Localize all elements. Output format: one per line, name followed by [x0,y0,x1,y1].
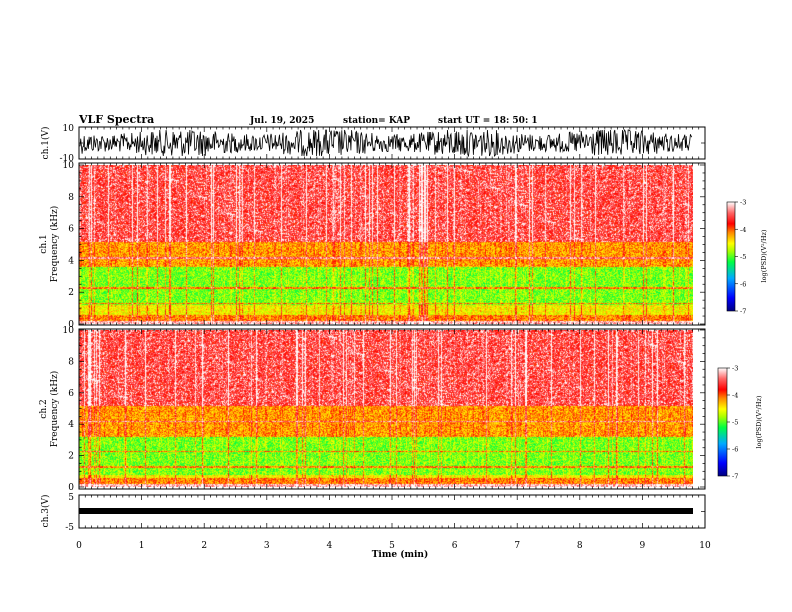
ch2-colorbar-tick-labels: -3 -4 -5 -6 -7 [727,365,738,481]
x-tick-label: 9 [640,541,646,551]
ch2-colorbar-gradient [717,367,728,477]
y-tick-label: 4 [68,420,74,430]
ch2-spectrogram-ytick-labels: 0 2 4 6 8 10 [63,326,75,493]
ch2-colorbar: -3 -4 -5 -6 -7 log(PSD)(V²/Hz) [717,365,763,481]
colorbar-tick-label: -3 [740,199,746,207]
x-tick-label: 8 [577,541,583,551]
ch1-waveform-line [79,129,693,158]
y-tick-label: 6 [68,225,74,235]
x-tick-label: 2 [201,541,207,551]
figure-title: VLF Spectra [78,113,154,126]
date-label: Jul. 19, 2025 [249,116,314,126]
ch1-colorbar-gradient [726,201,736,312]
colorbar-tick-label: -5 [732,419,738,427]
colorbar-tick-label: -7 [740,308,746,316]
y-tick-label: 8 [68,193,74,203]
colorbar-tick-label: -4 [740,226,746,234]
ch1-colorbar: -3 -4 -5 -6 -7 log(PSD)(V²/Hz) [726,199,768,316]
ch2-spectrogram-ylabel-channel: ch.2 [39,399,49,418]
ch1-waveform-ticks [78,126,706,160]
ch3-waveform-ticks [78,494,706,529]
y-tick-label: 0 [68,320,74,330]
ch1-ytick-bottom: -10 [60,154,75,164]
ch2-spectrogram-image [79,330,693,487]
ch1-waveform-panel: 10 -10 ch.1(V) [40,124,706,164]
x-tick-label: 10 [699,541,711,551]
ch2-spectrogram-panel: 0 2 4 6 8 10 ch.2 Frequency (kHz) [39,326,706,493]
x-axis-tick-labels: 0 1 2 3 4 5 6 7 8 9 10 [76,541,711,551]
ch1-spectrogram-ytick-labels: 0 2 4 6 8 10 [63,161,75,330]
colorbar-tick-label: -5 [740,253,746,261]
ch1-spectrogram-ylabel-frequency: Frequency (kHz) [49,206,60,283]
ch1-spectrogram-image [79,165,693,324]
ch1-colorbar-tick-labels: -3 -4 -5 -6 -7 [735,199,746,316]
x-tick-label: 3 [264,541,270,551]
x-axis-label: Time (min) [372,549,429,560]
ch2-spectrogram-ylabel-frequency: Frequency (kHz) [49,371,60,448]
y-tick-label: 10 [63,161,75,171]
ch1-spectrogram-ylabel-channel: ch.1 [39,234,49,253]
y-tick-label: 2 [68,452,74,462]
colorbar-tick-label: -7 [732,473,738,481]
colorbar-tick-label: -3 [732,365,738,373]
y-tick-label: 2 [68,288,74,298]
x-tick-label: 0 [76,541,82,551]
ch1-spectrogram-ticks [78,163,706,325]
ch2-colorbar-label: log(PSD)(V²/Hz) [755,395,763,448]
ch3-waveform-band [79,508,693,514]
ch1-spectrogram-panel: 0 2 4 6 8 10 ch.1 Frequency (kHz) [39,161,706,330]
ch3-ytick-top: 5 [68,493,74,503]
x-tick-label: 4 [327,541,333,551]
y-tick-label: 8 [68,357,74,367]
x-tick-label: 7 [514,541,520,551]
y-tick-label: 6 [68,389,74,399]
ch3-ytick-bottom: -5 [65,523,74,533]
ch1-colorbar-label: log(PSD)(V²/Hz) [760,229,768,282]
ch1-ytick-top: 10 [63,124,75,134]
ch2-spectrogram-ticks [78,329,706,489]
ch1-waveform-ylabel: ch.1(V) [40,127,51,160]
x-tick-label: 5 [389,541,395,551]
y-tick-label: 10 [63,326,75,336]
colorbar-tick-label: -4 [732,392,738,400]
ch3-waveform-panel: 5 -5 ch.3(V) [40,493,706,533]
y-tick-label: 0 [68,483,74,493]
station-label: station= KAP [343,116,410,126]
ch3-waveform-ylabel: ch.3(V) [40,495,51,528]
colorbar-tick-label: -6 [732,446,738,454]
x-tick-label: 1 [139,541,145,551]
colorbar-tick-label: -6 [740,280,746,288]
y-tick-label: 4 [68,256,74,266]
start-ut-label: start UT = 18: 50: 1 [438,116,538,126]
x-tick-label: 6 [452,541,458,551]
